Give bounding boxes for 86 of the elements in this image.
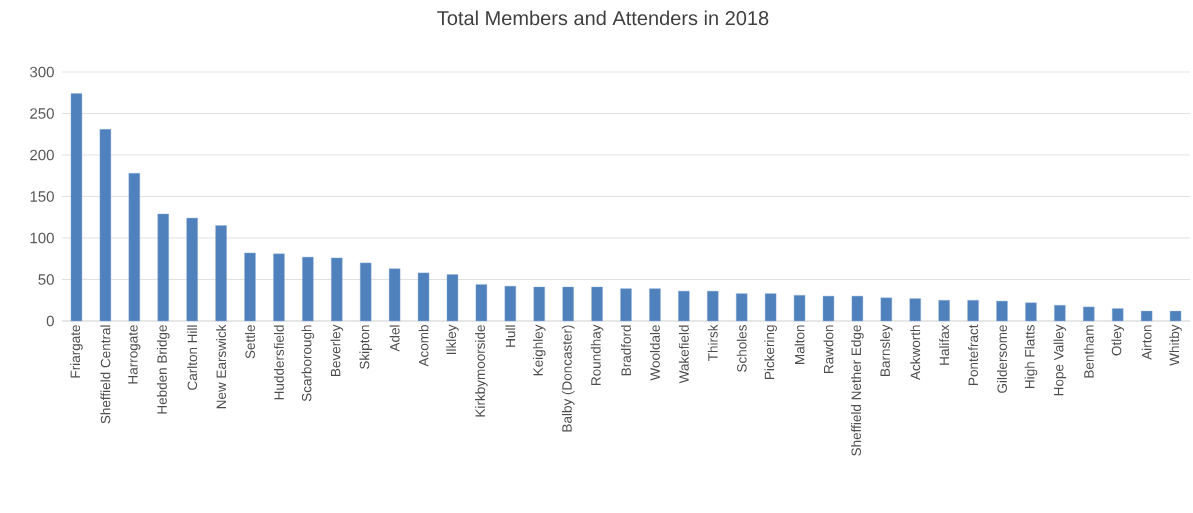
bar xyxy=(302,256,314,322)
bar xyxy=(1140,310,1153,322)
x-tick-label: Wakefield xyxy=(678,325,689,384)
x-tick-label: Hull xyxy=(505,325,516,347)
x-tick-label: Sheffield Central xyxy=(100,325,111,424)
x-tick-label: Rawdon xyxy=(823,325,834,373)
x-tick-label: Beverley xyxy=(330,324,344,376)
bar xyxy=(99,129,112,322)
x-tick-label: Ackworth xyxy=(910,325,921,380)
x-tick-label: Hebden Bridge xyxy=(156,325,170,414)
y-tick-label: 0 xyxy=(46,315,54,327)
bar xyxy=(186,217,198,322)
bar xyxy=(880,297,893,322)
x-tick-label: Keighley xyxy=(532,324,546,376)
bar xyxy=(793,295,806,322)
bar xyxy=(70,93,83,322)
bar xyxy=(273,253,285,322)
bar xyxy=(822,295,835,322)
bar xyxy=(649,288,661,322)
x-tick-label: New Earswick xyxy=(216,324,227,409)
x-tick-label: Ilkley xyxy=(446,324,459,355)
bar xyxy=(1112,308,1124,322)
bar xyxy=(736,293,748,322)
bar xyxy=(1083,306,1095,322)
x-tick-label: Bradford xyxy=(621,325,631,376)
bar xyxy=(533,286,545,322)
x-tick-label: Airton xyxy=(1141,325,1152,360)
x-tick-label: Roundhay xyxy=(590,324,604,385)
x-tick-label: Thirsk xyxy=(707,324,718,361)
x-tick-label: Acomb xyxy=(418,325,429,367)
x-tick-label: Balby (Doncaster) xyxy=(561,325,575,432)
x-tick-label: Sheffield Nether Edge xyxy=(851,325,864,456)
bar xyxy=(678,290,690,322)
x-tick-label: Scholes xyxy=(736,325,747,372)
bar xyxy=(707,290,719,322)
bar xyxy=(157,213,169,322)
bar xyxy=(1169,310,1182,322)
y-tick-label: 200 xyxy=(30,149,54,161)
bar xyxy=(1054,305,1066,322)
x-tick-label: Harrogate xyxy=(128,325,141,384)
x-tick-label: Kirkbymoorside xyxy=(475,325,488,417)
x-tick-label: Bentham xyxy=(1083,325,1094,378)
bar xyxy=(851,295,864,322)
bar xyxy=(938,300,950,322)
x-tick-label: Huddersfield xyxy=(273,325,284,400)
x-tick-label: Hope Valley xyxy=(1053,324,1067,396)
bar xyxy=(504,285,517,322)
x-tick-label: Wooldale xyxy=(649,325,660,381)
x-tick-label: Settle xyxy=(245,325,255,359)
bar xyxy=(244,252,256,322)
y-tick-label: 250 xyxy=(30,108,54,119)
x-tick-label: Gildersome xyxy=(997,325,1007,393)
bar xyxy=(417,272,430,322)
x-tick-label: Malton xyxy=(794,325,805,364)
x-tick-label: Barnsley xyxy=(880,324,893,376)
x-tick-label: Halifax xyxy=(939,324,950,365)
x-tick-label: Skipton xyxy=(359,325,372,369)
x-tick-label: Pickering xyxy=(764,325,777,379)
x-tick-label: Whitby xyxy=(1169,324,1182,366)
x-tick-label: Otley xyxy=(1111,324,1124,356)
x-tick-label: High Flatts xyxy=(1024,325,1038,388)
x-tick-label: Adel xyxy=(389,325,400,352)
bar xyxy=(967,300,979,322)
bar xyxy=(475,284,488,322)
bar xyxy=(562,286,574,322)
x-tick-label: Scarborough xyxy=(301,325,315,402)
x-tick-label: Carlton Hill xyxy=(187,325,198,390)
bar xyxy=(215,225,227,322)
bar xyxy=(446,274,459,322)
x-tick-label: Friargate xyxy=(70,325,83,378)
y-tick-label: 300 xyxy=(30,66,54,78)
y-tick-label: 100 xyxy=(30,232,54,244)
x-tick-label: Pontefract xyxy=(968,324,979,385)
bar xyxy=(388,268,401,322)
bar xyxy=(360,262,372,322)
y-tick-label: 150 xyxy=(30,191,54,202)
bar xyxy=(909,298,921,322)
bar xyxy=(591,286,603,322)
y-tick-label: 50 xyxy=(38,274,54,285)
chart-title: Total Members and Attenders in 2018 xyxy=(437,10,769,26)
bar xyxy=(331,257,343,322)
bar xyxy=(996,300,1008,322)
bar xyxy=(764,293,777,322)
bar xyxy=(128,173,141,322)
bar xyxy=(620,288,632,322)
bar xyxy=(1025,302,1037,322)
